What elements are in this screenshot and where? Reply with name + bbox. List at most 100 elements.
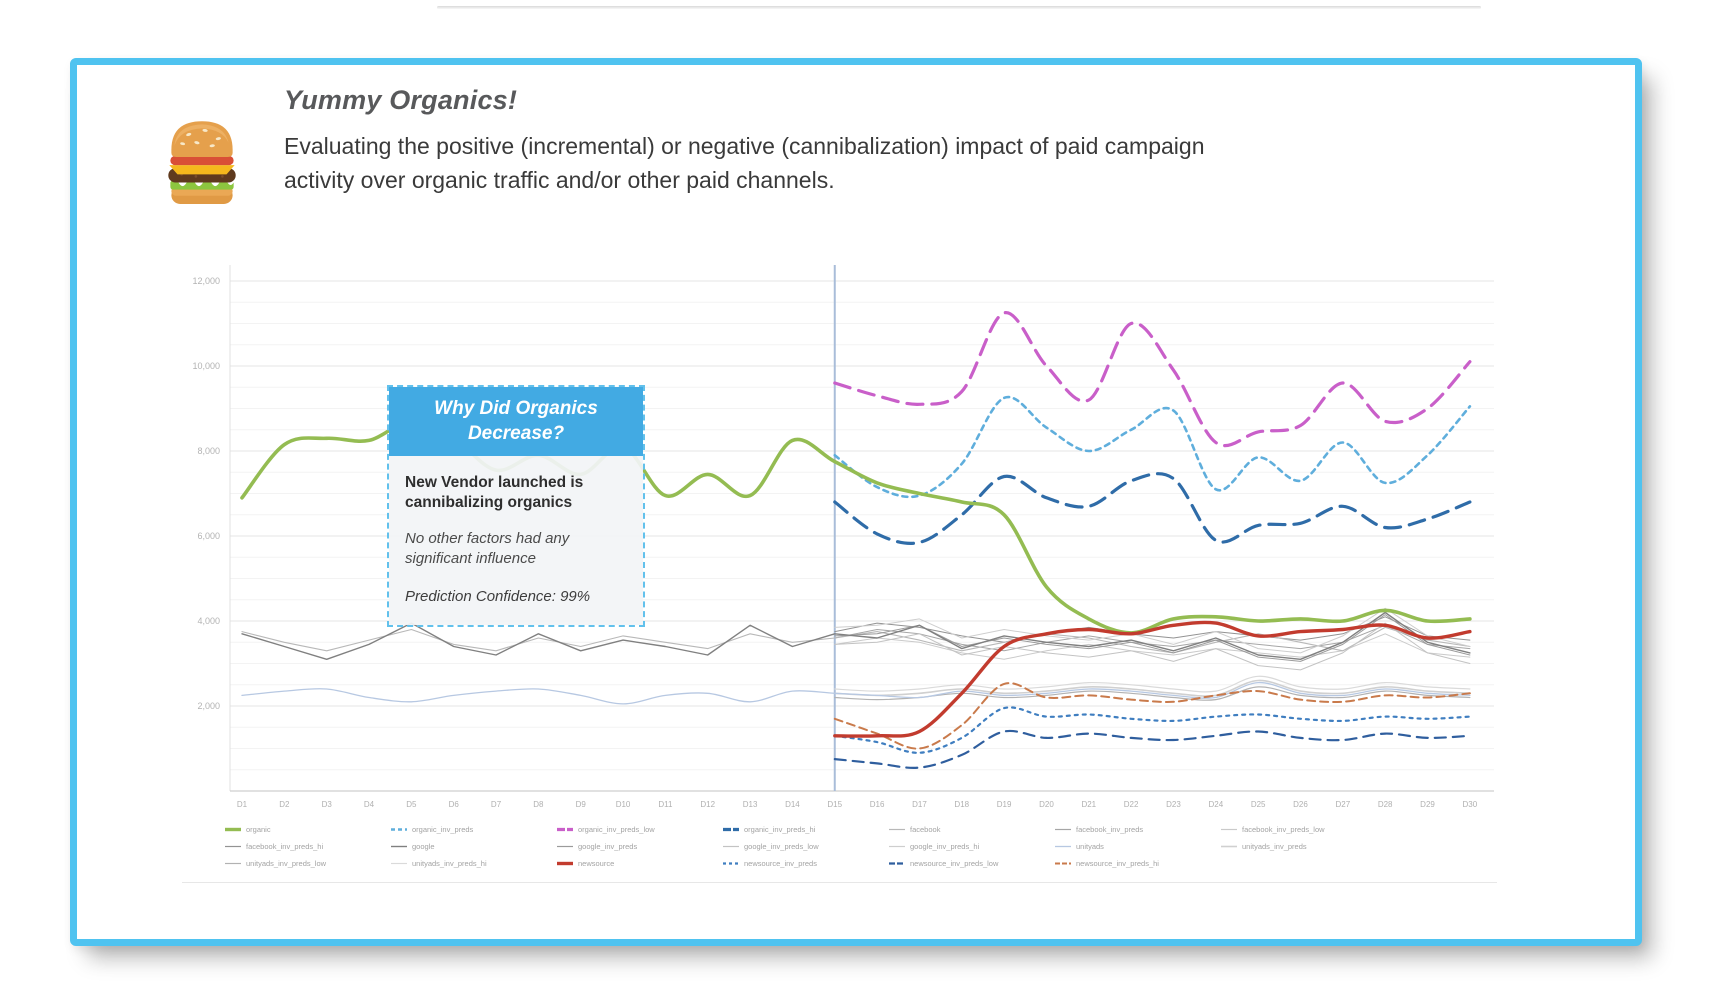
series-organic_inv_preds <box>833 395 1472 499</box>
legend-item-facebook_inv_preds_low: facebook_inv_preds_low <box>1220 823 1386 836</box>
x-tick-label: D30 <box>1463 800 1478 809</box>
legend-label: google_inv_preds_low <box>744 842 819 851</box>
legend-swatch <box>1055 828 1071 831</box>
legend-item-google_inv_preds_low: google_inv_preds_low <box>722 840 888 853</box>
x-tick-label: D15 <box>827 800 842 809</box>
legend-item-organic_inv_preds_low: organic_inv_preds_low <box>556 823 722 836</box>
legend-swatch <box>723 862 739 865</box>
legend-label: unityads_inv_preds <box>1242 842 1307 851</box>
x-tick-label: D26 <box>1293 800 1308 809</box>
legend-swatch <box>1055 862 1071 865</box>
x-tick-label: D5 <box>406 800 417 809</box>
y-tick-label: 4,000 <box>197 616 220 626</box>
x-tick-label: D28 <box>1378 800 1393 809</box>
legend-label: google_inv_preds <box>578 842 638 851</box>
x-tick-label: D6 <box>449 800 460 809</box>
series-unityads_inv_preds_hi <box>834 675 1471 693</box>
chart-area: 2,000 4,000 6,000 8,000 10,000 12,000 D1 D2 D3 D4… <box>182 251 1502 901</box>
legend-item-unityads_inv_preds_hi: unityads_inv_preds_hi <box>390 857 556 870</box>
legend-item-newsource_inv_preds_low: newsource_inv_preds_low <box>888 857 1054 870</box>
legend-label: organic_inv_preds <box>412 825 474 834</box>
legend-swatch <box>391 845 407 848</box>
legend-label: newsource <box>578 859 615 868</box>
x-tick-label: D13 <box>743 800 758 809</box>
series-newsource <box>833 620 1472 738</box>
legend-label: facebook_inv_preds_hi <box>246 842 324 851</box>
burger-emoji-icon <box>168 121 236 204</box>
slide-card: Yummy Organics! Evaluating the positive … <box>70 58 1642 946</box>
legend-item-facebook: facebook <box>888 823 1054 836</box>
legend-label: google_inv_preds_hi <box>910 842 980 851</box>
legend-swatch <box>889 862 905 865</box>
legend-label: facebook_inv_preds_low <box>1242 825 1325 834</box>
legend-swatch <box>1221 845 1237 848</box>
x-tick-label: D25 <box>1251 800 1266 809</box>
y-tick-label: 8,000 <box>197 446 220 456</box>
x-tick-label: D20 <box>1039 800 1054 809</box>
legend-label: google <box>412 842 435 851</box>
legend-item-unityads_inv_preds_low: unityads_inv_preds_low <box>224 857 390 870</box>
series-unityads_inv_preds_low <box>834 686 1471 701</box>
series-facebook_inv_preds_low <box>834 633 1471 660</box>
x-tick-label: D7 <box>491 800 502 809</box>
callout-body: New Vendor launched is cannibalizing org… <box>389 456 643 625</box>
x-tick-label: D16 <box>870 800 885 809</box>
x-tick-label: D29 <box>1420 800 1435 809</box>
legend-swatch <box>557 845 573 848</box>
series-organic_inv_preds_hi <box>833 472 1472 545</box>
legend-item-newsource: newsource <box>556 857 722 870</box>
legend-label: newsource_inv_preds_hi <box>1076 859 1159 868</box>
series-unityads_inv_preds <box>834 679 1471 697</box>
x-tick-label: D27 <box>1335 800 1350 809</box>
series-organic_inv_preds_low <box>833 311 1472 448</box>
legend-label: facebook <box>910 825 941 834</box>
legend-item-organic: organic <box>224 823 390 836</box>
x-tick-label: D2 <box>279 800 290 809</box>
legend-item-facebook_inv_preds_hi: facebook_inv_preds_hi <box>224 840 390 853</box>
series-google_inv_preds_low <box>834 622 1471 671</box>
legend-swatch <box>1221 828 1237 831</box>
legend-label: unityads_inv_preds_hi <box>412 859 487 868</box>
legend-swatch <box>557 827 573 832</box>
legend-item-organic_inv_preds: organic_inv_preds <box>390 823 556 836</box>
callout-title: Why Did Organics Decrease? <box>389 387 643 456</box>
callout-note: No other factors had any significant inf… <box>405 530 570 567</box>
chart-svg: 2,000 4,000 6,000 8,000 10,000 12,000 D1 D2 D3 D4… <box>192 265 1494 809</box>
legend-swatch <box>225 845 241 848</box>
x-tick-label: D14 <box>785 800 800 809</box>
y-tick-label: 10,000 <box>192 361 220 371</box>
page-description: Evaluating the positive (incremental) or… <box>284 133 1205 193</box>
x-tick-label: D11 <box>658 800 673 809</box>
y-tick-label: 12,000 <box>192 276 220 286</box>
x-tick-label: D10 <box>616 800 631 809</box>
legend-item-unityads: unityads <box>1054 840 1220 853</box>
legend-item-unityads_inv_preds: unityads_inv_preds <box>1220 840 1386 853</box>
legend-label: facebook_inv_preds <box>1076 825 1144 834</box>
annotation-callout: Why Did Organics Decrease? New Vendor la… <box>387 385 645 627</box>
legend-item-google: google <box>390 840 556 853</box>
x-tick-label: D9 <box>576 800 587 809</box>
series-newsource_inv_preds_hi <box>833 682 1471 750</box>
legend-label: unityads <box>1076 842 1104 851</box>
x-tick-label: D17 <box>912 800 927 809</box>
legend-swatch <box>391 862 407 865</box>
legend-swatch <box>723 845 739 848</box>
series-google <box>241 611 1471 660</box>
x-tick-label: D22 <box>1124 800 1139 809</box>
legend-swatch <box>391 828 407 831</box>
legend-item-google_inv_preds: google_inv_preds <box>556 840 722 853</box>
x-tick-label: D4 <box>364 800 375 809</box>
top-edge-shadow <box>437 6 1481 9</box>
x-tick-label: D18 <box>954 800 969 809</box>
legend-item-google_inv_preds_hi: google_inv_preds_hi <box>888 840 1054 853</box>
y-tick-label: 6,000 <box>197 531 220 541</box>
x-tick-label: D21 <box>1081 800 1096 809</box>
legend-item-organic_inv_preds_hi: organic_inv_preds_hi <box>722 823 888 836</box>
series-facebook_inv_preds <box>834 624 1471 652</box>
legend-swatch <box>225 827 241 832</box>
callout-confidence: Prediction Confidence: 99% <box>405 588 591 605</box>
x-tick-label: D24 <box>1208 800 1223 809</box>
legend-label: organic_inv_preds_hi <box>744 825 816 834</box>
callout-finding: New Vendor launched is cannibalizing org… <box>405 474 584 511</box>
